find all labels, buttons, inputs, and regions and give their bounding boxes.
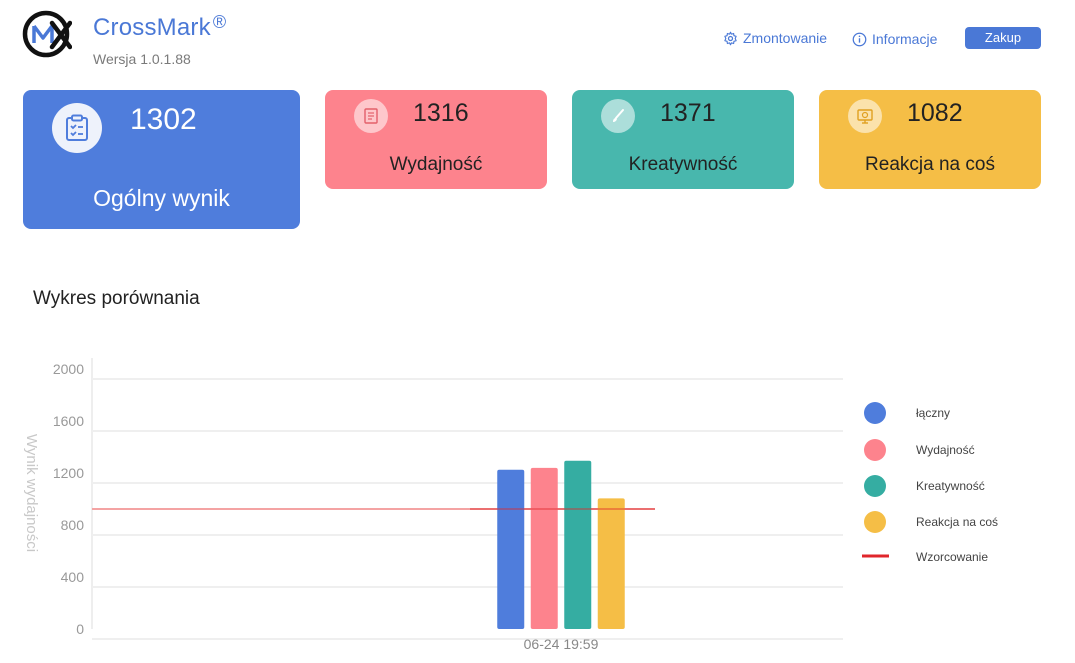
chart-grid [91, 358, 843, 640]
performance-card[interactable]: 1316 Wydajność [325, 90, 547, 189]
legend-marker [864, 475, 886, 497]
x-tick-label: 06-24 19:59 [524, 636, 599, 652]
y-tick-label: 1200 [53, 465, 84, 481]
comparison-chart: 0 400 800 1200 1600 2000 Wynik wydajności 06-… [23, 358, 998, 652]
legend-label: Wzorcowanie [916, 550, 988, 564]
settings-label: Zmontowanie [743, 30, 828, 46]
legend-label: Kreatywność [916, 479, 985, 493]
info-button[interactable]: Informacje [852, 31, 937, 47]
reaction-card[interactable]: 1082 Reakcja na coś [819, 90, 1041, 189]
overall-score-card[interactable]: 1302 Ogólny wynik [23, 90, 300, 229]
y-axis-label: Wynik wydajności [23, 434, 40, 552]
performance-score: 1316 [413, 99, 469, 127]
bar [564, 460, 592, 629]
legend-marker [864, 402, 886, 424]
legend-label: łączny [916, 406, 950, 420]
comparison-chart-title: Wykres porównania [33, 288, 200, 309]
buy-button[interactable]: Zakup [965, 27, 1041, 49]
overall-label: Ogólny wynik [93, 185, 230, 211]
creativity-score: 1371 [660, 99, 716, 127]
creativity-card[interactable]: 1371 Kreatywność [572, 90, 794, 189]
y-tick-label: 1600 [53, 413, 84, 429]
registered-mark: ® [212, 12, 227, 32]
clipboard-check-icon [52, 103, 102, 153]
settings-button[interactable]: Zmontowanie [723, 30, 827, 46]
document-icon [354, 99, 388, 133]
app-version: Wersja 1.0.1.88 [93, 51, 191, 67]
creativity-label: Kreatywność [628, 154, 738, 175]
y-axis-ticks: 0 400 800 1200 1600 2000 [53, 361, 84, 637]
reaction-label: Reakcja na coś [865, 154, 995, 175]
overall-score: 1302 [130, 103, 197, 136]
bars [497, 460, 625, 629]
chart-legend: łączny Wydajność Kreatywność Reakcja na coś… [862, 402, 998, 564]
y-tick-label: 0 [76, 621, 84, 637]
y-tick-label: 800 [61, 517, 85, 533]
x-axis-ticks: 06-24 19:59 [524, 636, 599, 652]
performance-label: Wydajność [389, 154, 483, 175]
bar [497, 469, 525, 629]
info-icon [852, 32, 867, 46]
brush-icon [601, 99, 635, 133]
bar [597, 498, 625, 629]
y-tick-label: 400 [61, 569, 85, 585]
legend-marker [864, 511, 886, 533]
legend-label: Wydajność [916, 443, 975, 457]
reaction-score: 1082 [907, 99, 963, 127]
legend-label: Reakcja na coś [916, 515, 998, 529]
crossmark-logo [22, 10, 72, 58]
legend-marker [864, 439, 886, 461]
y-tick-label: 2000 [53, 361, 84, 377]
info-label: Informacje [872, 31, 938, 47]
gear-icon [724, 31, 737, 45]
monitor-icon [848, 99, 882, 133]
bar [530, 467, 558, 629]
app-title: CrossMark ® [93, 12, 227, 41]
